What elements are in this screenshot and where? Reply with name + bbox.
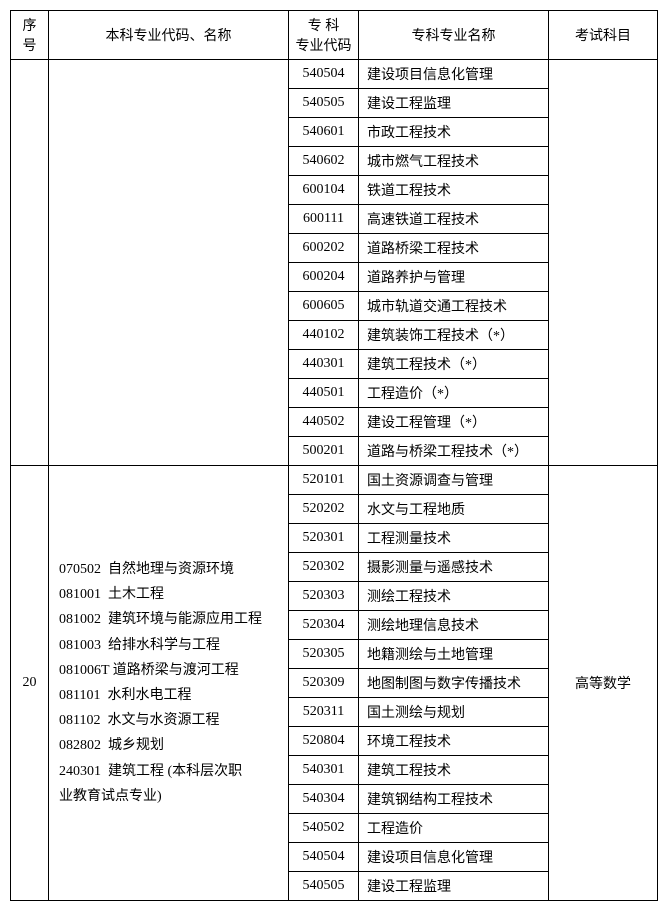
spec-name: 铁道工程技术	[359, 176, 549, 205]
spec-code: 520101	[289, 466, 359, 495]
spec-name: 建设项目信息化管理	[359, 843, 549, 872]
spec-code: 440301	[289, 350, 359, 379]
spec-name: 建筑钢结构工程技术	[359, 785, 549, 814]
header-spec-code-l1: 专 科	[308, 19, 340, 34]
spec-code: 540504	[289, 843, 359, 872]
spec-code: 600204	[289, 263, 359, 292]
spec-code: 520309	[289, 669, 359, 698]
spec-name: 道路与桥梁工程技术（*）	[359, 437, 549, 466]
spec-code: 540602	[289, 147, 359, 176]
table-row: 20070502 自然地理与资源环境081001 土木工程081002 建筑环境…	[11, 466, 658, 495]
header-major: 本科专业代码、名称	[49, 11, 289, 60]
seq-cell-continued	[11, 60, 49, 466]
spec-code: 440502	[289, 408, 359, 437]
major-line: 081101 水利水电工程	[59, 683, 280, 708]
spec-name: 环境工程技术	[359, 727, 549, 756]
spec-code: 540301	[289, 756, 359, 785]
spec-name: 市政工程技术	[359, 118, 549, 147]
table-row: 540504建设项目信息化管理	[11, 60, 658, 89]
spec-code: 540502	[289, 814, 359, 843]
spec-code: 500201	[289, 437, 359, 466]
spec-code: 540304	[289, 785, 359, 814]
spec-name: 水文与工程地质	[359, 495, 549, 524]
major-line: 业教育试点专业)	[59, 784, 280, 809]
majors-table: 序号 本科专业代码、名称 专 科 专业代码 专科专业名称 考试科目 540504…	[10, 10, 658, 901]
spec-name: 工程造价（*）	[359, 379, 549, 408]
spec-code: 520804	[289, 727, 359, 756]
exam-cell-continued	[549, 60, 658, 466]
spec-name: 测绘工程技术	[359, 582, 549, 611]
spec-code: 520305	[289, 640, 359, 669]
spec-name: 工程造价	[359, 814, 549, 843]
major-line: 081102 水文与水资源工程	[59, 708, 280, 733]
spec-code: 520302	[289, 553, 359, 582]
spec-name: 道路养护与管理	[359, 263, 549, 292]
spec-name: 工程测量技术	[359, 524, 549, 553]
spec-code: 520303	[289, 582, 359, 611]
spec-code: 540601	[289, 118, 359, 147]
spec-name: 建筑装饰工程技术（*）	[359, 321, 549, 350]
spec-code: 540505	[289, 872, 359, 901]
major-line: 240301 建筑工程 (本科层次职	[59, 759, 280, 784]
major-line: 070502 自然地理与资源环境	[59, 557, 280, 582]
header-seq: 序号	[11, 11, 49, 60]
spec-name: 建筑工程技术（*）	[359, 350, 549, 379]
spec-code: 440102	[289, 321, 359, 350]
spec-name: 建设项目信息化管理	[359, 60, 549, 89]
spec-name: 地图制图与数字传播技术	[359, 669, 549, 698]
spec-code: 520301	[289, 524, 359, 553]
spec-code: 520304	[289, 611, 359, 640]
spec-name: 城市燃气工程技术	[359, 147, 549, 176]
spec-name: 测绘地理信息技术	[359, 611, 549, 640]
header-row: 序号 本科专业代码、名称 专 科 专业代码 专科专业名称 考试科目	[11, 11, 658, 60]
major-line: 081006T 道路桥梁与渡河工程	[59, 658, 280, 683]
spec-name: 建设工程管理（*）	[359, 408, 549, 437]
spec-code: 440501	[289, 379, 359, 408]
spec-code: 540505	[289, 89, 359, 118]
spec-name: 道路桥梁工程技术	[359, 234, 549, 263]
spec-code: 520311	[289, 698, 359, 727]
major-cell: 070502 自然地理与资源环境081001 土木工程081002 建筑环境与能…	[49, 466, 289, 901]
table-body: 540504建设项目信息化管理540505建设工程监理540601市政工程技术5…	[11, 60, 658, 901]
header-spec-name: 专科专业名称	[359, 11, 549, 60]
spec-code: 520202	[289, 495, 359, 524]
spec-code: 600104	[289, 176, 359, 205]
major-line: 082802 城乡规划	[59, 733, 280, 758]
seq-cell: 20	[11, 466, 49, 901]
major-cell-continued	[49, 60, 289, 466]
spec-name: 城市轨道交通工程技术	[359, 292, 549, 321]
exam-cell: 高等数学	[549, 466, 658, 901]
spec-name: 建设工程监理	[359, 872, 549, 901]
major-line: 081003 给排水科学与工程	[59, 633, 280, 658]
spec-code: 600111	[289, 205, 359, 234]
header-spec-code-l2: 专业代码	[296, 39, 352, 54]
spec-name: 建设工程监理	[359, 89, 549, 118]
header-spec-code: 专 科 专业代码	[289, 11, 359, 60]
spec-code: 600202	[289, 234, 359, 263]
header-exam: 考试科目	[549, 11, 658, 60]
spec-name: 建筑工程技术	[359, 756, 549, 785]
spec-name: 地籍测绘与土地管理	[359, 640, 549, 669]
spec-name: 摄影测量与遥感技术	[359, 553, 549, 582]
spec-code: 600605	[289, 292, 359, 321]
spec-code: 540504	[289, 60, 359, 89]
spec-name: 国土测绘与规划	[359, 698, 549, 727]
spec-name: 高速铁道工程技术	[359, 205, 549, 234]
major-line: 081002 建筑环境与能源应用工程	[59, 607, 280, 632]
spec-name: 国土资源调查与管理	[359, 466, 549, 495]
major-line: 081001 土木工程	[59, 582, 280, 607]
